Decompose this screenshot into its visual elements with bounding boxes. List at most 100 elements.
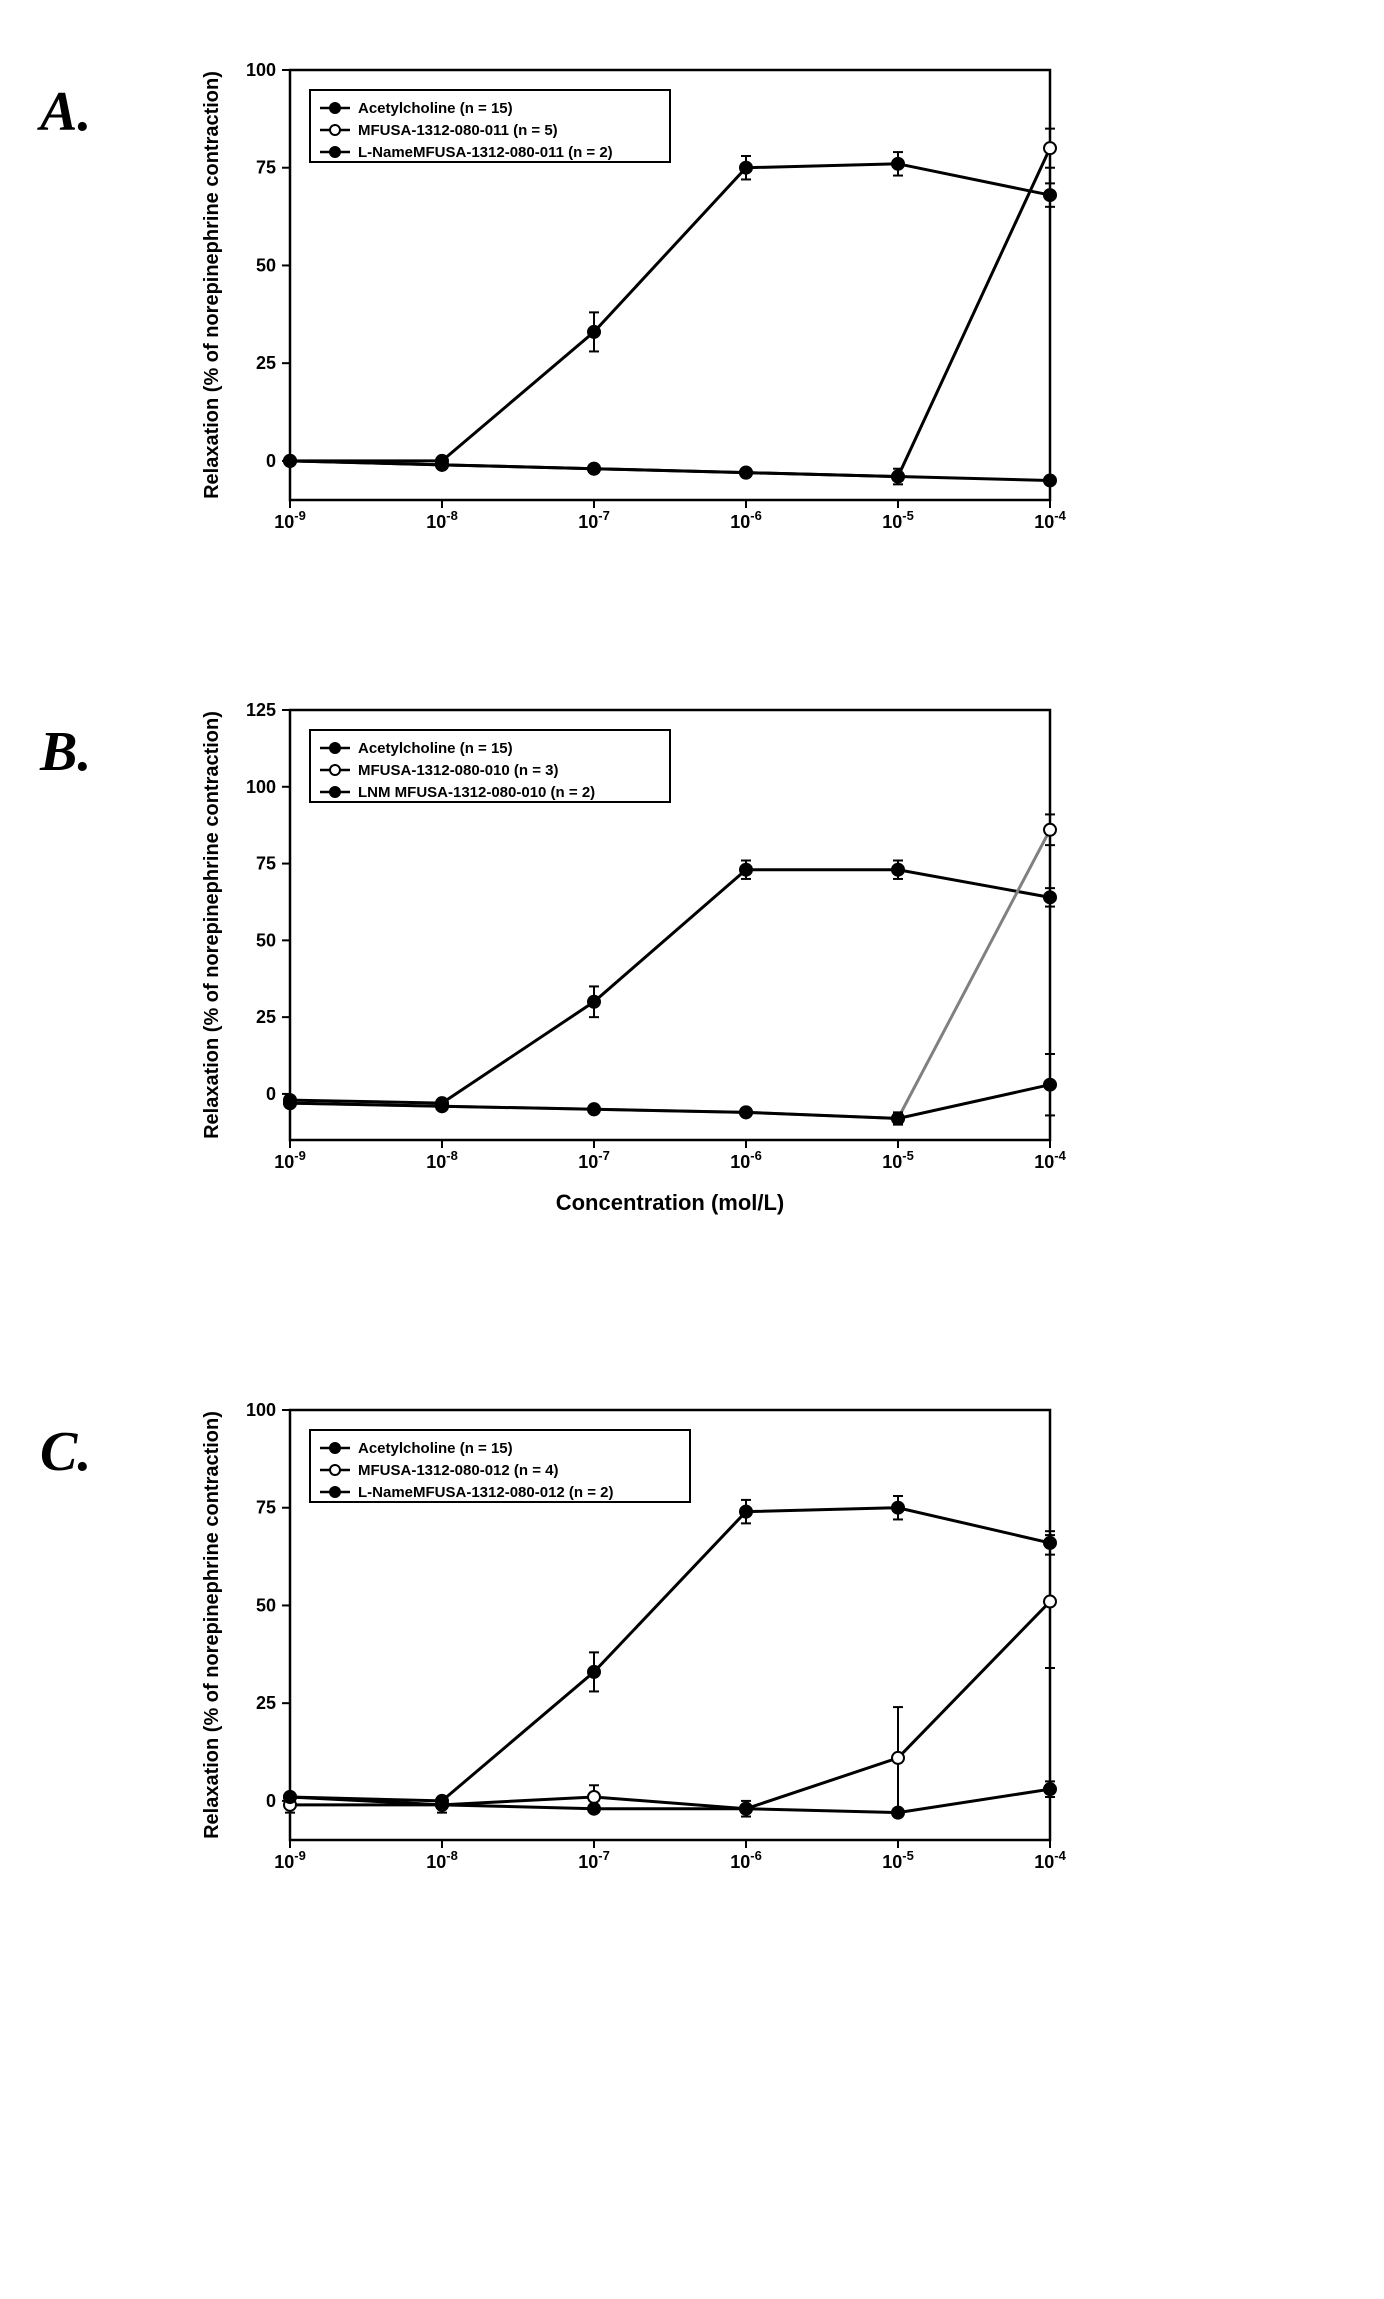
y-tick-label: 0: [266, 1791, 276, 1811]
figure-container: A. 0 25 50 75 100 10-9 10-8 10-7 10-6 10-5 10-4 Rela…: [40, 40, 1344, 1940]
chart-wrap: 025507510010-910-810-710-610-510-4Relaxa…: [180, 1380, 1080, 1940]
legend-marker: [330, 103, 340, 113]
legend-marker: [330, 765, 340, 775]
data-marker: [588, 1803, 600, 1815]
chart-svg: 025507510010-910-810-710-610-510-4Relaxa…: [180, 1380, 1080, 1940]
x-tick-label: 10-4: [1034, 1148, 1066, 1172]
y-tick-label: 125: [246, 700, 276, 720]
data-marker: [588, 463, 600, 475]
data-marker: [588, 326, 600, 338]
data-marker: [1044, 1783, 1056, 1795]
series-line-mfusa-010: [290, 830, 1050, 1119]
x-tick-label: 10-8: [426, 1148, 458, 1172]
y-tick-label: 75: [256, 158, 276, 178]
legend-marker: [330, 1465, 340, 1475]
data-marker: [740, 467, 752, 479]
x-tick-label: 10-6: [730, 508, 762, 532]
y-tick-label: 25: [256, 353, 276, 373]
legend-marker: [330, 1443, 340, 1453]
series-line-mfusa-012: [290, 1602, 1050, 1809]
y-tick-label: 25: [256, 1007, 276, 1027]
x-tick-label: 10-4: [1034, 1848, 1066, 1872]
data-marker: [1044, 142, 1056, 154]
data-marker: [588, 1791, 600, 1803]
x-tick-label: 10-9: [274, 1148, 306, 1172]
legend-marker: [330, 787, 340, 797]
series-line-lname-mfusa-011: [290, 461, 1050, 481]
data-marker: [740, 162, 752, 174]
x-tick-label: 10-6: [730, 1848, 762, 1872]
data-marker: [284, 1097, 296, 1109]
x-tick-label: 10-8: [426, 508, 458, 532]
x-tick-label: 10-7: [578, 508, 610, 532]
legend-marker: [330, 125, 340, 135]
y-tick-label: 50: [256, 930, 276, 950]
y-tick-label: 0: [266, 1084, 276, 1104]
chart-svg: 0 25 50 75 100 125 10-9 10-8 10-7 10-6 10-5 10-4 Rel…: [180, 680, 1080, 1300]
data-marker: [588, 1666, 600, 1678]
y-axis-title: Relaxation (% of norepinephrine contract…: [201, 1411, 223, 1839]
y-tick-label: 100: [246, 1400, 276, 1420]
x-tick-label: 10-9: [274, 508, 306, 532]
legend-label: L-NameMFUSA-1312-080-012 (n = 2): [358, 1484, 614, 1501]
chart-wrap: 025507510010-910-810-710-610-510-4Relaxa…: [180, 40, 1080, 600]
legend-marker: [330, 147, 340, 157]
series-line-acetylcholine: [290, 870, 1050, 1103]
data-marker: [436, 459, 448, 471]
data-marker: [284, 455, 296, 467]
panel-C: C.025507510010-910-810-710-610-510-4Rela…: [40, 1380, 1344, 1940]
legend-label: Acetylcholine (n = 15): [358, 1440, 513, 1457]
x-tick-label: 10-5: [882, 1148, 914, 1172]
data-marker: [740, 1803, 752, 1815]
legend-label: MFUSA-1312-080-011 (n = 5): [358, 122, 558, 139]
legend-label: LNM MFUSA-1312-080-010 (n = 2): [358, 784, 595, 801]
data-marker: [892, 1502, 904, 1514]
y-tick-label: 50: [256, 1595, 276, 1615]
panel-label: B.: [40, 680, 180, 784]
y-tick-label: 25: [256, 1693, 276, 1713]
data-marker: [1044, 189, 1056, 201]
data-marker: [1044, 474, 1056, 486]
x-tick-label: 10-5: [882, 508, 914, 532]
chart-wrap: 0 25 50 75 100 125 10-9 10-8 10-7 10-6 10-5 10-4 Rel…: [180, 680, 1080, 1300]
data-marker: [284, 1791, 296, 1803]
x-axis-title: Concentration (mol/L): [556, 1190, 785, 1215]
series-line-acetylcholine: [290, 164, 1050, 461]
y-tick-label: 100: [246, 777, 276, 797]
x-tick-label: 10-4: [1034, 508, 1066, 532]
data-marker: [892, 471, 904, 483]
data-marker: [740, 1106, 752, 1118]
y-tick-label: 100: [246, 60, 276, 80]
legend-label: MFUSA-1312-080-012 (n = 4): [358, 1462, 559, 1479]
data-marker: [892, 864, 904, 876]
legend-label: L-NameMFUSA-1312-080-011 (n = 2): [358, 144, 613, 161]
y-tick-label: 75: [256, 1498, 276, 1518]
series-line-mfusa-011: [290, 148, 1050, 476]
data-marker: [892, 158, 904, 170]
x-tick-label: 10-8: [426, 1848, 458, 1872]
panel-label: A.: [40, 40, 180, 144]
x-tick-label: 10-6: [730, 1148, 762, 1172]
data-marker: [1044, 891, 1056, 903]
y-tick-label: 0: [266, 451, 276, 471]
data-marker: [436, 1799, 448, 1811]
y-axis-title: Relaxation (% of norepinephrine contract…: [201, 711, 223, 1139]
data-marker: [1044, 1079, 1056, 1091]
legend-label: Acetylcholine (n = 15): [358, 100, 513, 117]
panel-B: B. 0 25 50 75 100 125 10-9 10-8 10-7 10-6 10-5 10-4 R…: [40, 680, 1344, 1300]
panel-A: A.025507510010-910-810-710-610-510-4Rela…: [40, 40, 1344, 600]
x-tick-label: 10-7: [578, 1848, 610, 1872]
panel-label: C.: [40, 1380, 180, 1484]
legend-marker: [330, 1487, 340, 1497]
x-tick-label: 10-5: [882, 1848, 914, 1872]
data-marker: [740, 864, 752, 876]
x-tick-label: 10-7: [578, 1148, 610, 1172]
y-tick-label: 75: [256, 854, 276, 874]
legend-label: MFUSA-1312-080-010 (n = 3): [358, 762, 559, 779]
data-marker: [892, 1807, 904, 1819]
series-line-acetylcholine: [290, 1508, 1050, 1801]
data-marker: [436, 1100, 448, 1112]
chart-svg: 025507510010-910-810-710-610-510-4Relaxa…: [180, 40, 1080, 600]
y-tick-label: 50: [256, 255, 276, 275]
data-marker: [892, 1752, 904, 1764]
